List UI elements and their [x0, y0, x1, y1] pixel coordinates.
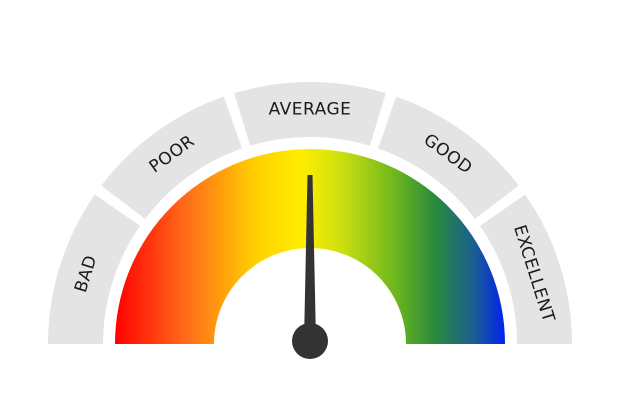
segment-poor — [101, 96, 242, 219]
needle-pointer — [304, 175, 316, 341]
needle — [292, 175, 328, 359]
segment-good — [378, 96, 519, 219]
segment-label-average: AVERAGE — [269, 100, 352, 120]
segment-average — [234, 81, 386, 146]
segment-bad — [48, 194, 141, 344]
segment-excellent — [479, 194, 572, 344]
needle-hub — [292, 323, 328, 359]
